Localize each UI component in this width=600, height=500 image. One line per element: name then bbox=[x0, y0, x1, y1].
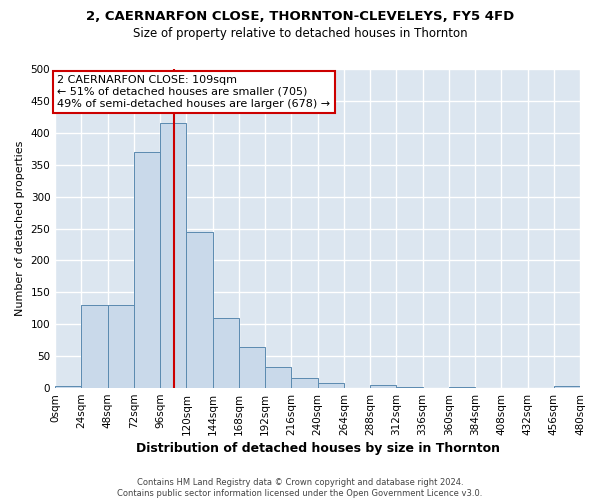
Bar bbox=[55, 386, 82, 388]
Bar bbox=[449, 387, 475, 388]
Text: 2, CAERNARFON CLOSE, THORNTON-CLEVELEYS, FY5 4FD: 2, CAERNARFON CLOSE, THORNTON-CLEVELEYS,… bbox=[86, 10, 514, 23]
Bar bbox=[212, 318, 239, 388]
X-axis label: Distribution of detached houses by size in Thornton: Distribution of detached houses by size … bbox=[136, 442, 500, 455]
Bar bbox=[370, 385, 397, 388]
Text: Size of property relative to detached houses in Thornton: Size of property relative to detached ho… bbox=[133, 28, 467, 40]
Bar bbox=[82, 305, 107, 388]
Bar bbox=[107, 305, 134, 388]
Bar bbox=[554, 386, 580, 388]
Bar bbox=[265, 367, 292, 388]
Bar bbox=[160, 123, 187, 388]
Y-axis label: Number of detached properties: Number of detached properties bbox=[15, 141, 25, 316]
Bar bbox=[397, 387, 422, 388]
Text: Contains HM Land Registry data © Crown copyright and database right 2024.
Contai: Contains HM Land Registry data © Crown c… bbox=[118, 478, 482, 498]
Bar bbox=[317, 383, 344, 388]
Bar bbox=[292, 378, 317, 388]
Text: 2 CAERNARFON CLOSE: 109sqm
← 51% of detached houses are smaller (705)
49% of sem: 2 CAERNARFON CLOSE: 109sqm ← 51% of deta… bbox=[58, 76, 331, 108]
Bar bbox=[187, 232, 212, 388]
Bar bbox=[134, 152, 160, 388]
Bar bbox=[239, 346, 265, 388]
